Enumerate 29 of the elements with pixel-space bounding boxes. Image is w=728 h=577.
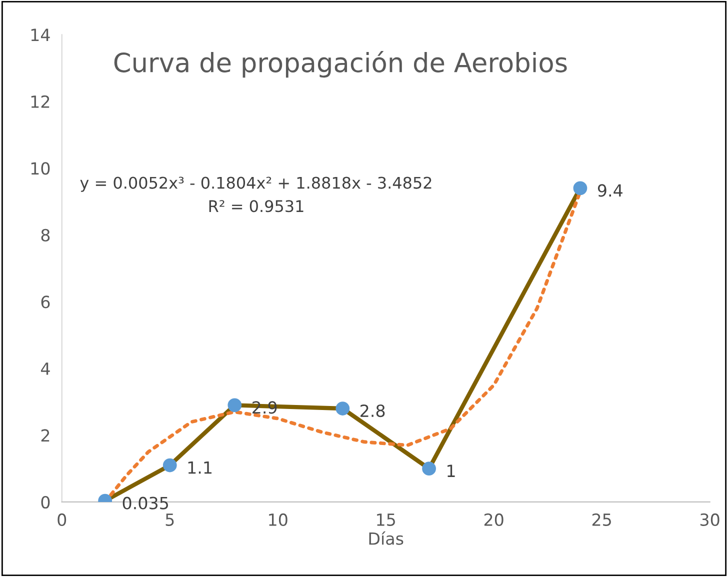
y-tick-label: 4 [40, 362, 50, 375]
text: Curva de propagación de Aerobios [114, 50, 567, 78]
y-tick-label: 12 [31, 95, 50, 108]
y-tick-label: 0 [41, 496, 50, 509]
x-tick-label: 0 [58, 513, 66, 526]
annotation: y = 0.0052x³ - 0.1804x² + 1.8818x - 3.4852 [80, 176, 432, 192]
x-tick-label: 25 [592, 513, 611, 526]
data-label: 0.035 [122, 496, 168, 510]
data-label: 2.8 [360, 404, 385, 418]
y-tick-label: 14 [31, 28, 50, 41]
x-tick-label: 20 [484, 513, 504, 526]
y-tick-label: 10 [31, 162, 50, 175]
point [422, 462, 436, 476]
point [162, 458, 177, 472]
x-axis-title: Días [369, 531, 404, 545]
x-tick-label: 10 [269, 513, 288, 526]
data-label: 9.4 [598, 184, 622, 197]
point [228, 398, 242, 412]
point [573, 181, 588, 196]
y-tick-label: 6 [41, 296, 50, 308]
annotation: R² = 0.9531 [209, 200, 304, 212]
x-tick-label: 30 [700, 513, 720, 526]
x-tick-label: 15 [377, 514, 395, 526]
x-tick-label: 5 [166, 514, 174, 526]
point [336, 402, 350, 416]
data-label: 1 [448, 464, 455, 477]
y-tick-label: 2 [41, 429, 50, 442]
data-label: 1.1 [188, 461, 212, 474]
y-tick-label: 8 [41, 228, 50, 242]
